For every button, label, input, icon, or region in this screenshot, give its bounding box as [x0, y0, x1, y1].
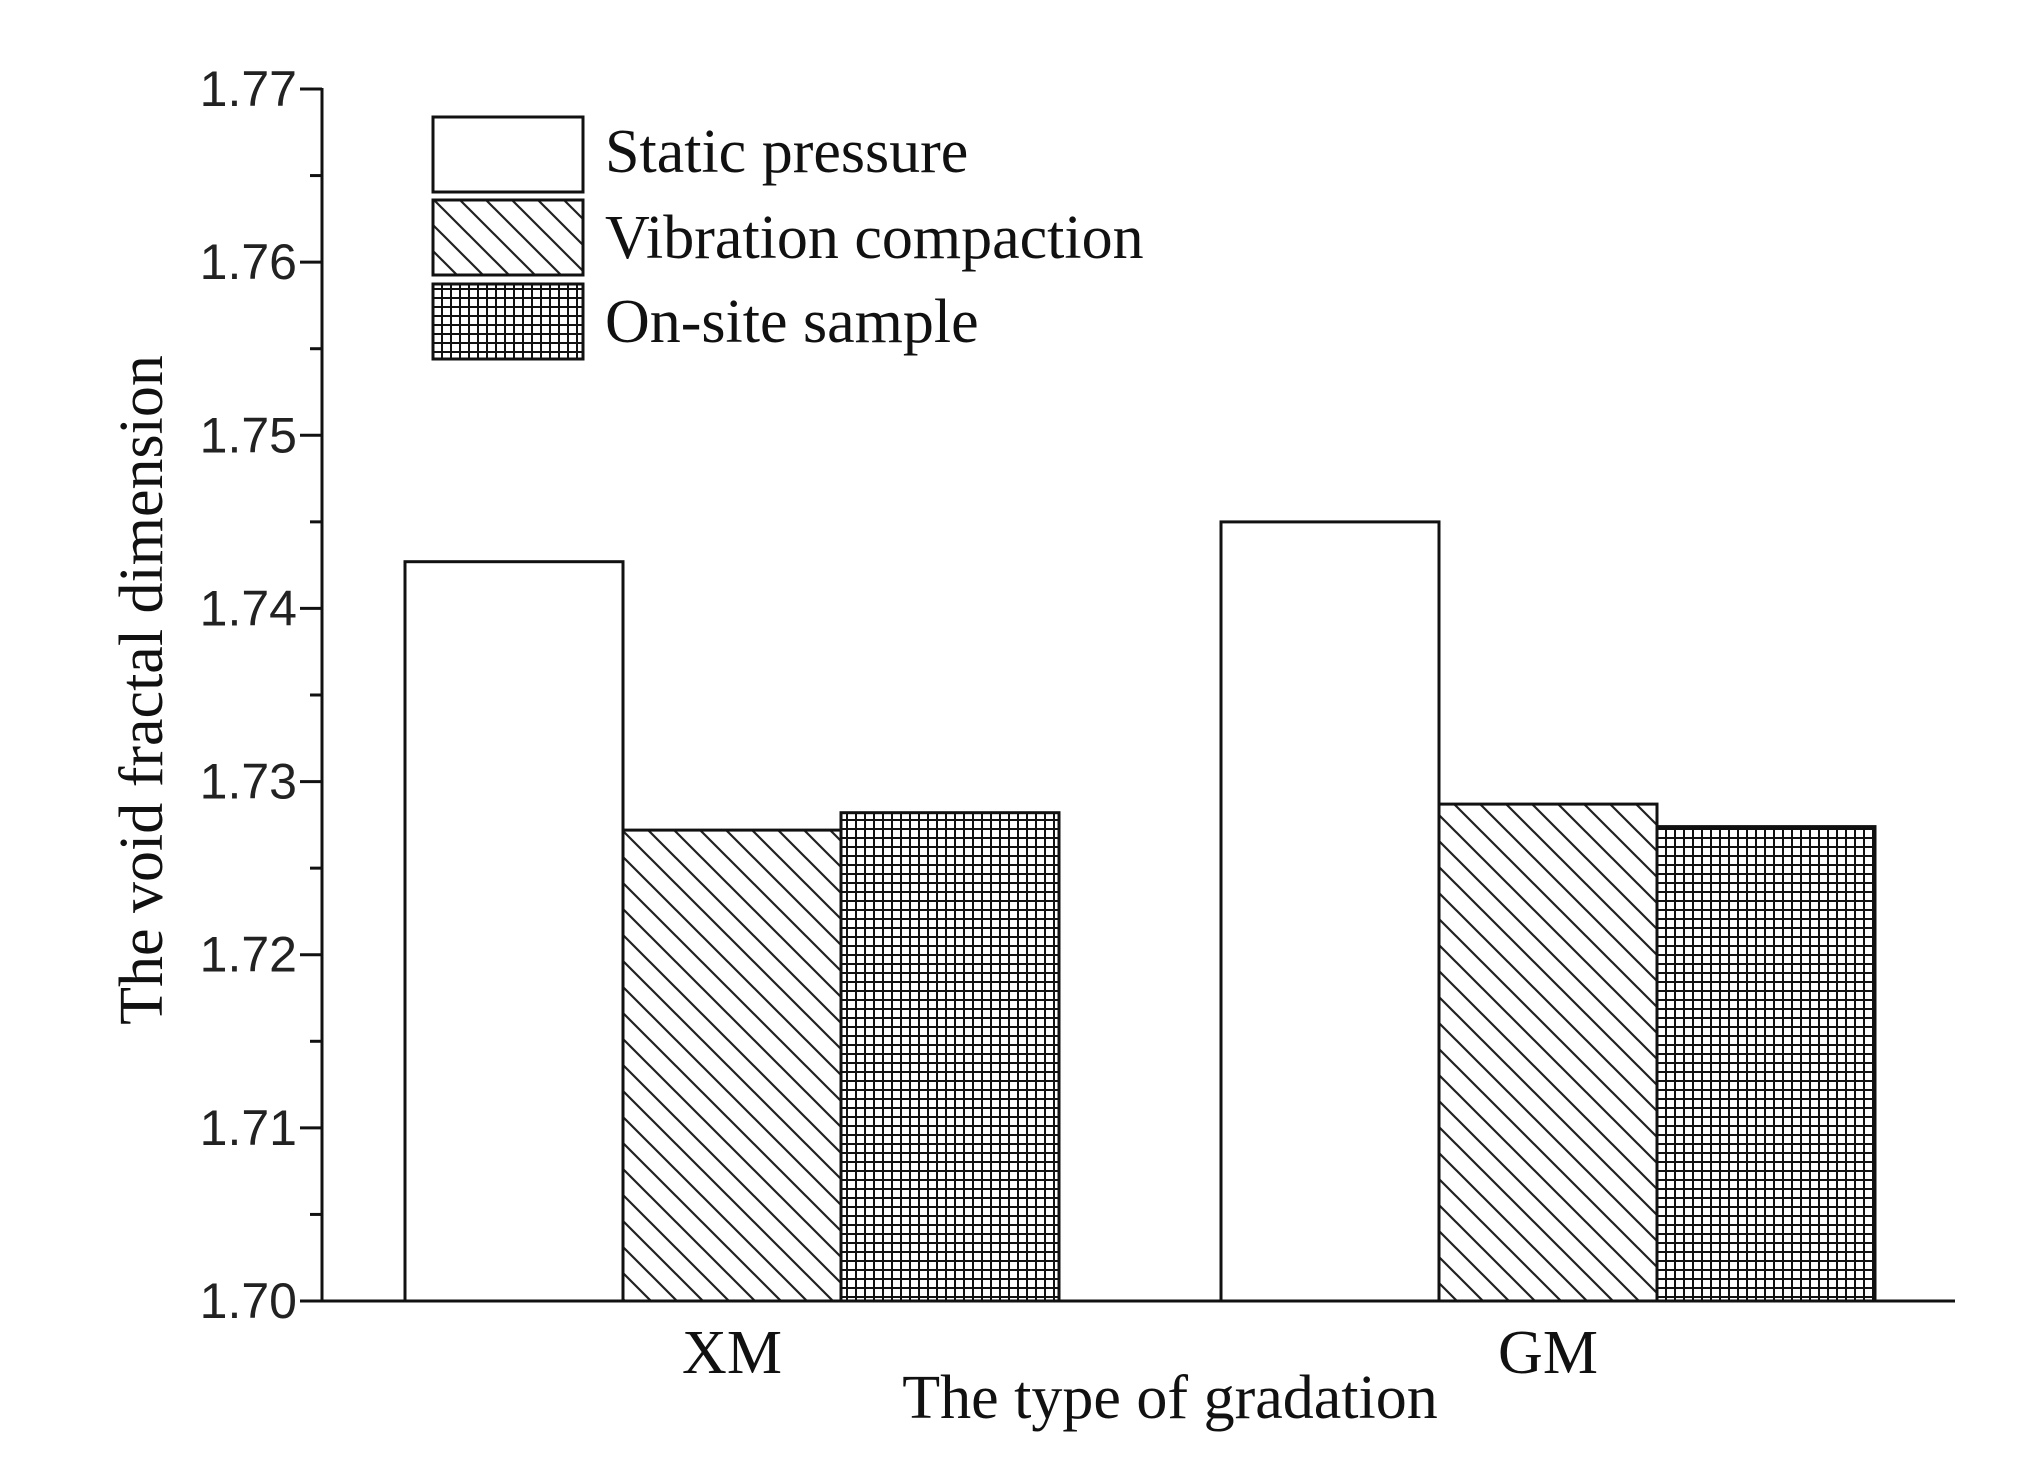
bar-xm-vibration-compaction [621, 828, 843, 1303]
x-axis-title: The type of gradation [902, 1364, 1437, 1432]
legend: Static pressure Vibration compaction On-… [431, 115, 1144, 361]
bar-xm-on-site-sample [839, 811, 1061, 1303]
y-tick-label: 1.73 [200, 754, 297, 810]
x-tick-label-gm: GM [1498, 1319, 1598, 1387]
bar-gm-vibration-compaction [1437, 802, 1659, 1303]
y-axis-title: The void fractal dimension [108, 355, 176, 1025]
y-tick-label: 1.74 [200, 580, 297, 636]
legend-swatch-on-site-sample [431, 282, 585, 361]
bar-gm-on-site-sample [1655, 825, 1877, 1303]
y-tick-label: 1.76 [200, 234, 297, 290]
legend-swatch-static-pressure [431, 115, 585, 194]
y-tick-label: 1.77 [200, 61, 297, 117]
axes: XM GM 1.70 1.71 1.72 1.73 1.74 1.75 1.76 1.77 [200, 61, 1955, 1387]
x-tick-label-xm: XM [682, 1319, 782, 1387]
y-tick-label: 1.72 [200, 927, 297, 983]
legend-label-vibration-compaction: Vibration compaction [605, 204, 1144, 272]
y-tick-label: 1.75 [200, 407, 297, 463]
bar-xm-static-pressure [403, 560, 625, 1303]
plot-area [403, 520, 1877, 1303]
y-tick-label: 1.71 [200, 1100, 297, 1156]
legend-swatch-vibration-compaction [431, 198, 585, 277]
legend-label-static-pressure: Static pressure [605, 118, 968, 186]
bar-gm-static-pressure [1219, 520, 1441, 1303]
legend-label-on-site-sample: On-site sample [605, 288, 979, 356]
y-tick-label: 1.70 [200, 1273, 297, 1329]
